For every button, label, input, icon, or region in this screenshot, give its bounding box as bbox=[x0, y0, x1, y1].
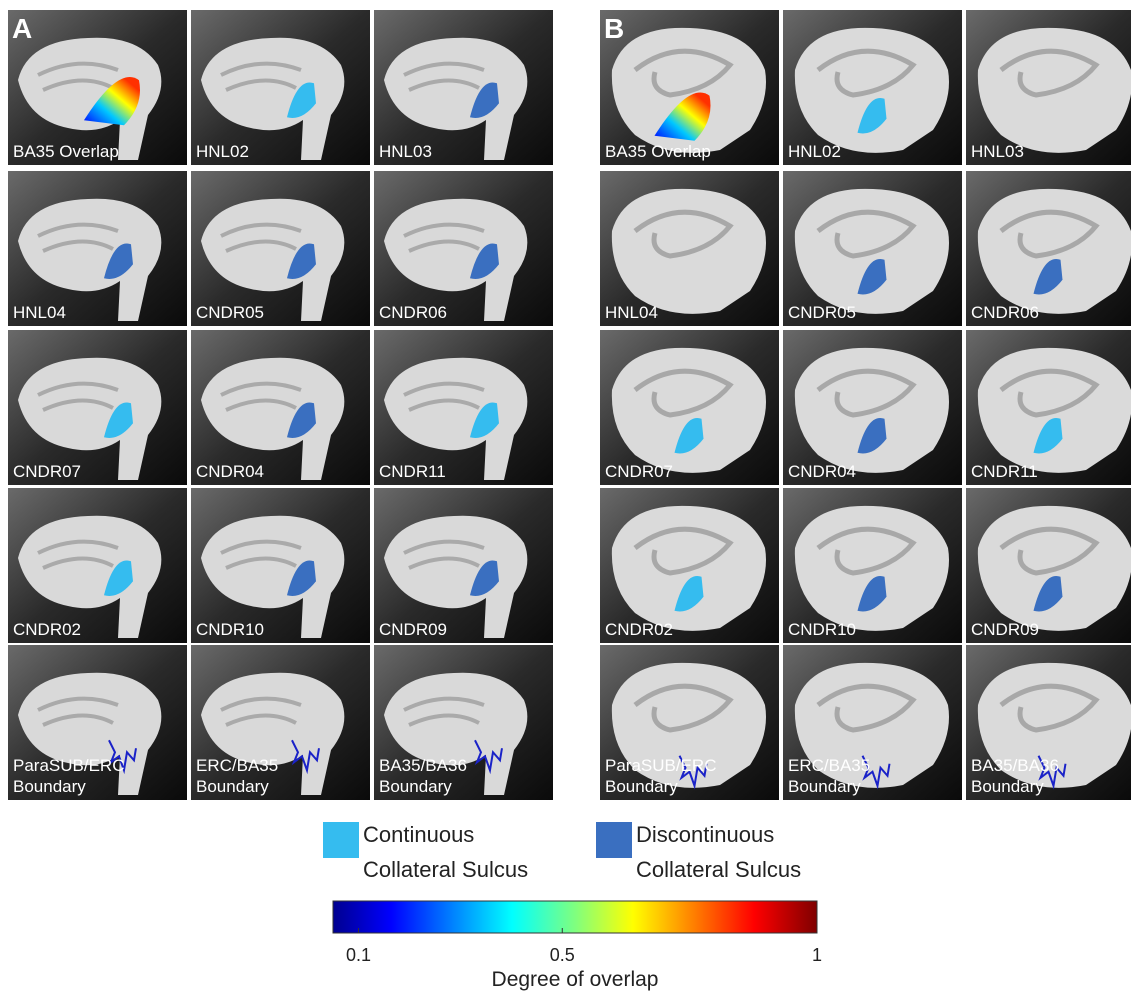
panel-label: A bbox=[12, 13, 32, 44]
tile-label: CNDR07 bbox=[605, 462, 673, 481]
colorbar-title: Degree of overlap bbox=[492, 968, 659, 991]
tile-label: BA35 Overlap bbox=[13, 142, 119, 161]
tile-label: Boundary bbox=[788, 777, 861, 796]
tile-label: CNDR04 bbox=[196, 462, 264, 481]
tile: CNDR02 bbox=[600, 488, 779, 643]
tile: CNDR05 bbox=[783, 171, 962, 326]
tile-label: Boundary bbox=[13, 777, 86, 796]
tick-label: 0.1 bbox=[346, 945, 371, 965]
tile-label: ParaSUB/ERC bbox=[605, 756, 716, 775]
tile: ERC/BA35 Boundary bbox=[783, 645, 962, 800]
tile-label: CNDR09 bbox=[379, 620, 447, 639]
tile-label: BA35/BA36 bbox=[379, 756, 467, 775]
tile: BA35/BA36 Boundary bbox=[966, 645, 1131, 800]
tile-label: Boundary bbox=[971, 777, 1044, 796]
tile: CNDR09 bbox=[374, 488, 553, 643]
tile-label: ERC/BA35 bbox=[788, 756, 870, 775]
tile-label: BA35 Overlap bbox=[605, 142, 711, 161]
tile-label: CNDR05 bbox=[196, 303, 264, 322]
tile: CNDR07 bbox=[600, 330, 779, 485]
tile: BA35 Overlap bbox=[600, 10, 779, 165]
tile: HNL04 bbox=[600, 171, 779, 326]
tick-label: 1 bbox=[812, 945, 822, 965]
tile-label: CNDR04 bbox=[788, 462, 856, 481]
tile-label: HNL04 bbox=[605, 303, 658, 322]
tile: CNDR04 bbox=[783, 330, 962, 485]
tile: CNDR07 bbox=[8, 330, 187, 485]
tile-label: CNDR05 bbox=[788, 303, 856, 322]
tile-label: CNDR07 bbox=[13, 462, 81, 481]
tile-label: CNDR09 bbox=[971, 620, 1039, 639]
tile-label: CNDR11 bbox=[971, 462, 1038, 481]
tile: CNDR10 bbox=[783, 488, 962, 643]
tile: CNDR10 bbox=[191, 488, 370, 643]
legend-label: Continuous bbox=[363, 822, 474, 847]
tile-label: Boundary bbox=[605, 777, 678, 796]
tile-label: CNDR06 bbox=[971, 303, 1039, 322]
tile: HNL03 bbox=[374, 10, 553, 165]
legend-label: Collateral Sulcus bbox=[363, 857, 528, 882]
tile-label: BA35/BA36 bbox=[971, 756, 1059, 775]
panel-label: B bbox=[604, 13, 624, 44]
legend-swatch bbox=[323, 822, 359, 858]
tile: CNDR04 bbox=[191, 330, 370, 485]
figure: BA35 Overlap HNL02 HNL03 HNL04 CNDR05 CNDR06 C… bbox=[0, 0, 1131, 992]
tile-label: HNL03 bbox=[379, 142, 432, 161]
tile: ParaSUB/ERC Boundary bbox=[600, 645, 779, 800]
tile-label: CNDR02 bbox=[13, 620, 81, 639]
legend-swatch bbox=[596, 822, 632, 858]
tile-label: ERC/BA35 bbox=[196, 756, 278, 775]
tile: ParaSUB/ERC Boundary bbox=[8, 645, 187, 800]
tile: BA35/BA36 Boundary bbox=[374, 645, 553, 800]
legend-label: Discontinuous bbox=[636, 822, 774, 847]
tile-label: Boundary bbox=[196, 777, 269, 796]
tile-label: CNDR10 bbox=[196, 620, 264, 639]
tile: BA35 Overlap bbox=[8, 10, 187, 165]
tile-label: HNL02 bbox=[788, 142, 841, 161]
tile-label: CNDR02 bbox=[605, 620, 673, 639]
tile: CNDR06 bbox=[374, 171, 553, 326]
tile-label: CNDR11 bbox=[379, 462, 446, 481]
tile: CNDR05 bbox=[191, 171, 370, 326]
tile: HNL03 bbox=[966, 10, 1131, 165]
tile: CNDR06 bbox=[966, 171, 1131, 326]
tile: HNL02 bbox=[191, 10, 370, 165]
tile-label: CNDR10 bbox=[788, 620, 856, 639]
tile-label: Boundary bbox=[379, 777, 452, 796]
tile: CNDR09 bbox=[966, 488, 1131, 643]
tile-label: CNDR06 bbox=[379, 303, 447, 322]
tile-label: ParaSUB/ERC bbox=[13, 756, 124, 775]
tick-label: 0.5 bbox=[550, 945, 575, 965]
tile: ERC/BA35 Boundary bbox=[191, 645, 370, 800]
tile: CNDR11 bbox=[374, 330, 553, 485]
tile: CNDR02 bbox=[8, 488, 187, 643]
colorbar bbox=[333, 901, 817, 933]
page: BA35 Overlap HNL02 HNL03 HNL04 CNDR05 CNDR06 C… bbox=[0, 0, 1131, 997]
tile: HNL02 bbox=[783, 10, 962, 165]
tile-label: HNL03 bbox=[971, 142, 1024, 161]
tile: HNL04 bbox=[8, 171, 187, 326]
tile-label: HNL02 bbox=[196, 142, 249, 161]
tile-label: HNL04 bbox=[13, 303, 66, 322]
tile: CNDR11 bbox=[966, 330, 1131, 485]
legend-label: Collateral Sulcus bbox=[636, 857, 801, 882]
